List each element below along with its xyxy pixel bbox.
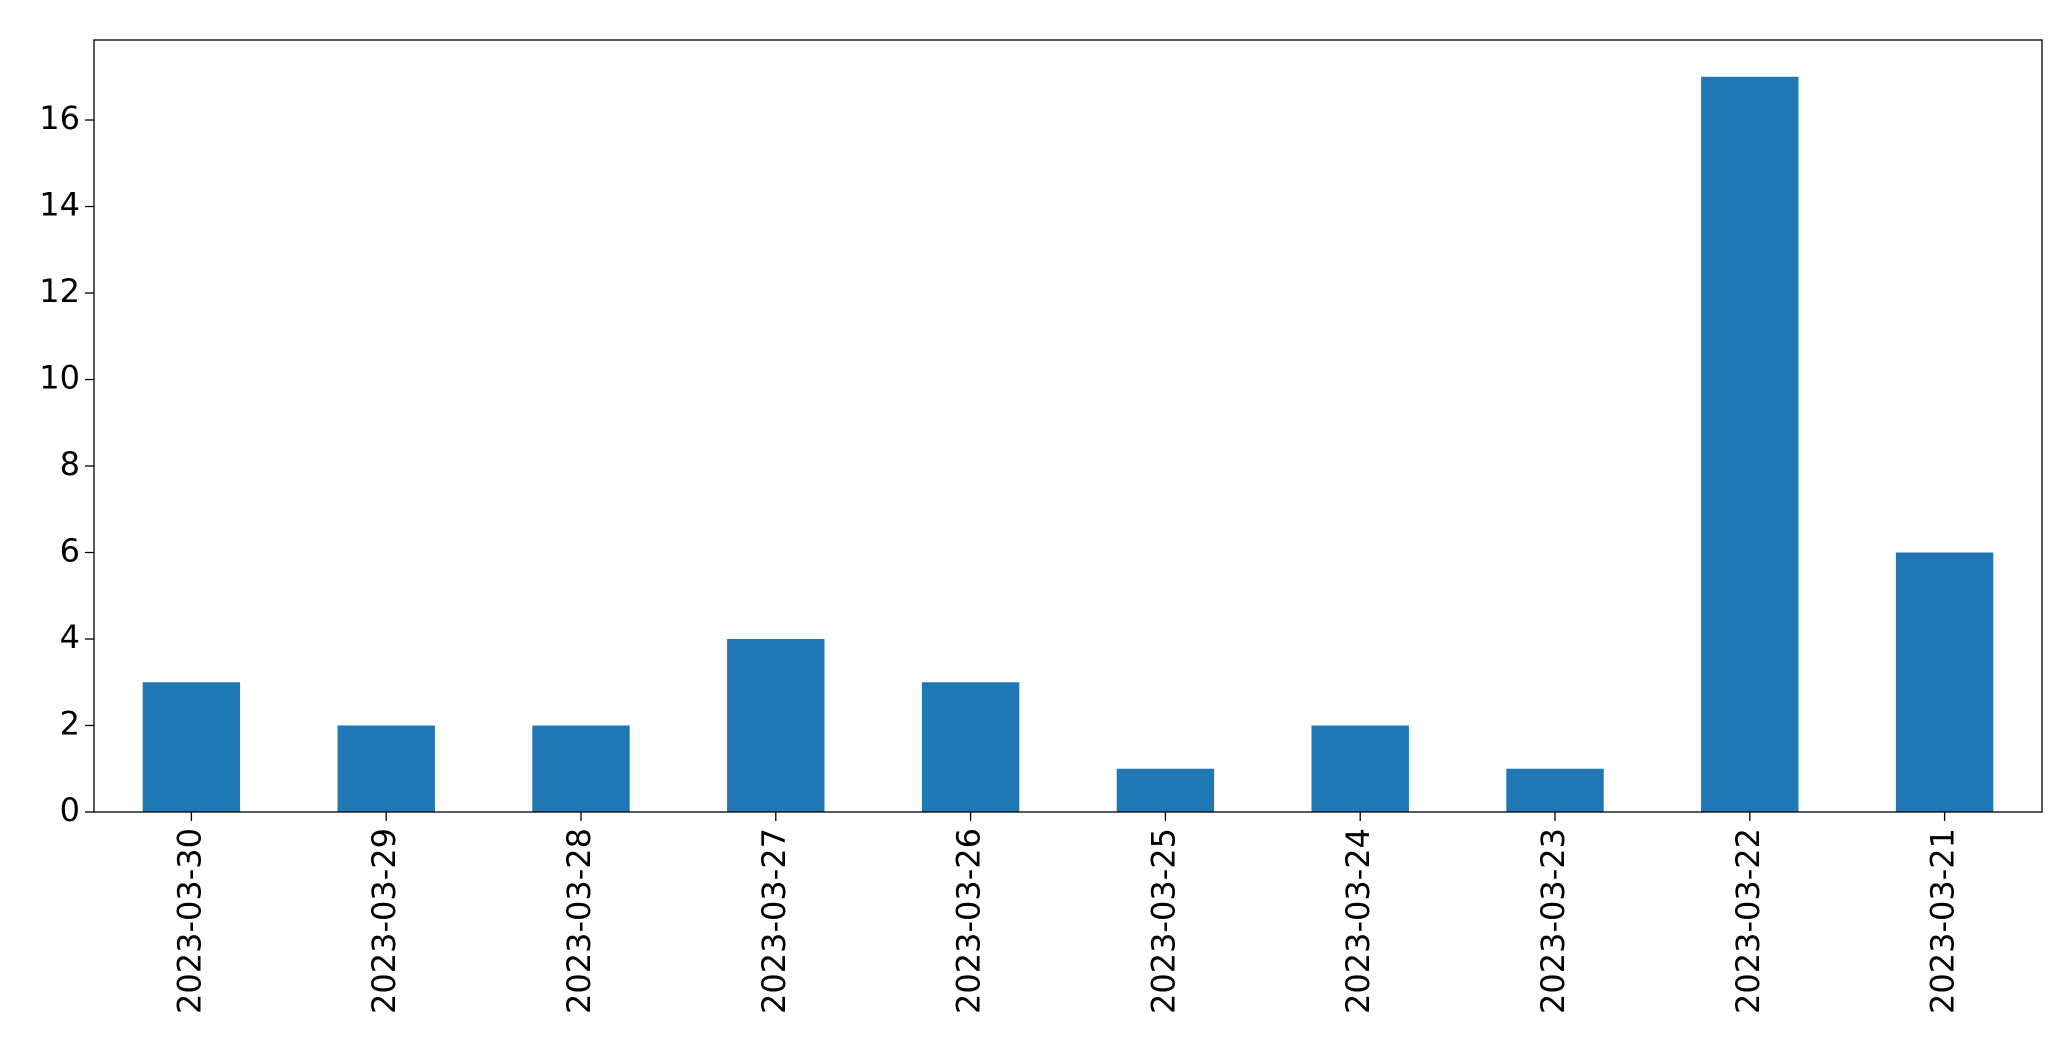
y-tick-label: 16 — [39, 99, 80, 137]
x-tick-label: 2023-03-27 — [755, 828, 793, 1014]
bar — [1116, 768, 1215, 812]
bar — [1895, 552, 1994, 812]
x-tick-label: 2023-03-26 — [950, 828, 988, 1014]
x-tick-label: 2023-03-28 — [560, 828, 598, 1014]
bar — [532, 725, 630, 812]
y-tick-label: 0 — [60, 791, 80, 829]
x-tick-label: 2023-03-21 — [1924, 828, 1962, 1014]
y-tick-label: 12 — [39, 272, 80, 310]
bar — [921, 682, 1020, 812]
x-tick-label: 2023-03-25 — [1144, 828, 1182, 1014]
x-tick-label: 2023-03-23 — [1534, 828, 1572, 1014]
x-tick-label: 2023-03-22 — [1729, 828, 1767, 1014]
bar — [1701, 76, 1799, 812]
x-tick-label: 2023-03-30 — [170, 828, 208, 1014]
y-tick-label: 8 — [60, 445, 80, 483]
bar — [337, 725, 435, 812]
x-tick-label: 2023-03-24 — [1339, 828, 1377, 1014]
x-tick-label: 2023-03-29 — [365, 828, 403, 1014]
y-tick-label: 6 — [60, 532, 80, 570]
y-tick-label: 4 — [60, 618, 80, 656]
bar — [1506, 768, 1604, 812]
bar — [727, 639, 825, 812]
bar — [1311, 725, 1409, 812]
y-tick-label: 10 — [39, 359, 80, 397]
plot-frame — [93, 39, 2043, 813]
y-tick-label: 14 — [39, 186, 80, 224]
bar — [142, 682, 241, 812]
y-tick-label: 2 — [60, 705, 80, 743]
